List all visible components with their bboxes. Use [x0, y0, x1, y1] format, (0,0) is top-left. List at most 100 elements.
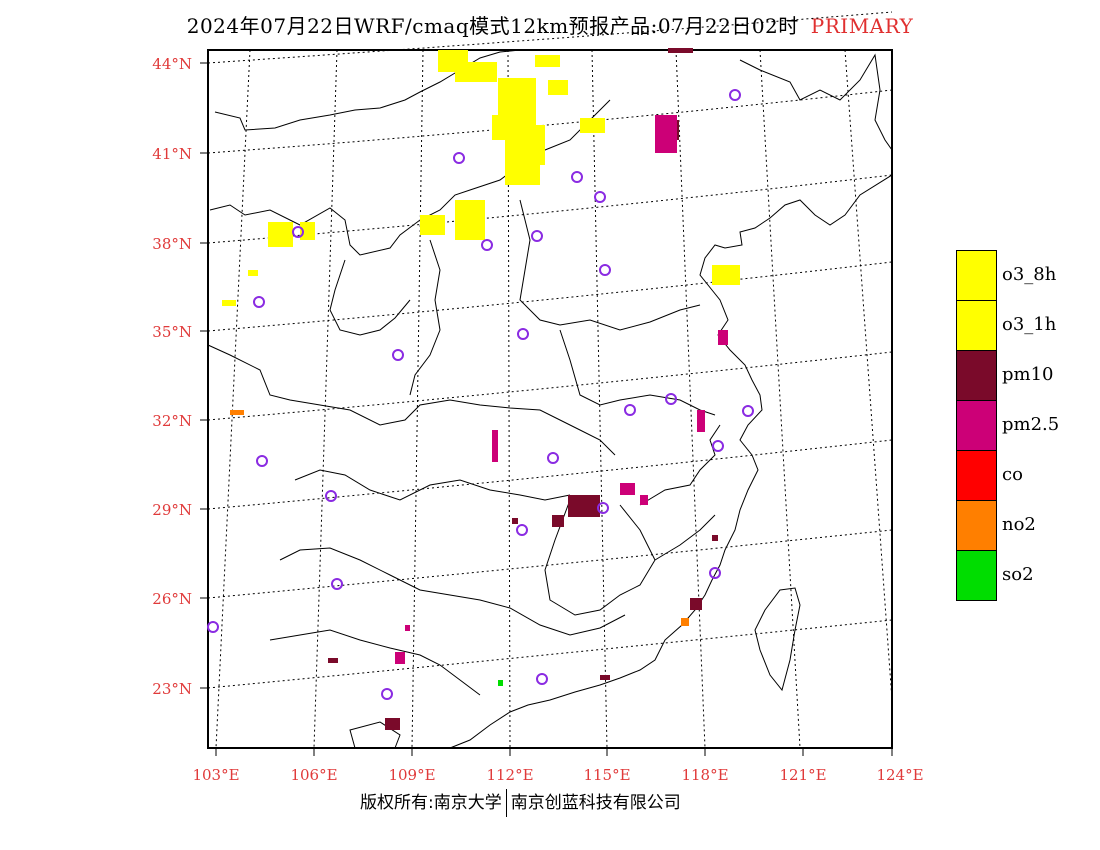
- station-marker: [292, 226, 304, 238]
- station-marker: [547, 452, 559, 464]
- no2-cells: [230, 410, 689, 626]
- pm10-cell: [712, 535, 718, 541]
- station-marker: [729, 89, 741, 101]
- o3-cell: [222, 300, 236, 306]
- station-marker: [381, 688, 393, 700]
- station-marker: [665, 393, 677, 405]
- pm10-cell: [568, 495, 600, 517]
- legend-swatch: [956, 250, 997, 301]
- o3-cell: [548, 80, 568, 95]
- grid-lon-115: [591, 49, 608, 749]
- lon-label: 121°E: [779, 766, 826, 784]
- station-marker: [256, 455, 268, 467]
- grid-lon-109: [411, 49, 424, 749]
- hainan-outline: [349, 721, 401, 749]
- station-marker: [517, 328, 529, 340]
- station-marker: [742, 405, 754, 417]
- lon-label: 103°E: [192, 766, 239, 784]
- pm25-cells: [395, 115, 728, 664]
- pm25-cell: [718, 330, 728, 345]
- map-title-main: 2024年07月22日WRF/cmaq模式12km预报产品:07月22日02时: [186, 14, 799, 38]
- pollutant-cells: [222, 48, 740, 730]
- legend-swatch: [956, 300, 997, 351]
- pm10-cell: [552, 515, 564, 527]
- no2-cell: [230, 410, 244, 415]
- o3-cell: [505, 125, 545, 165]
- legend-item: o3_8h: [956, 250, 1096, 301]
- pm10-cell: [385, 718, 400, 730]
- copyright-footer: 版权所有:南京大学 南京创蓝科技有限公司: [360, 788, 681, 817]
- copyright-separator: [505, 789, 507, 817]
- legend-swatch: [956, 500, 997, 551]
- station-marker: [392, 349, 404, 361]
- copyright-owner: 版权所有:南京大学: [360, 793, 502, 813]
- lat-axis: 44°N 41°N 38°N 35°N 32°N 29°N 26°N 23°N: [152, 55, 208, 698]
- pm25-cell: [492, 430, 498, 462]
- o3-cell: [420, 215, 445, 235]
- legend-label: pm2.5: [1002, 414, 1060, 435]
- legend-item: pm10: [956, 350, 1096, 401]
- pm10-cell: [512, 518, 518, 524]
- legend-item: co: [956, 450, 1096, 501]
- pm10-cell: [600, 675, 610, 680]
- lon-label: 106°E: [290, 766, 337, 784]
- pm25-cell: [697, 410, 705, 432]
- no2-cell: [681, 618, 689, 626]
- grid-lon-121: [759, 49, 801, 749]
- station-marker: [325, 490, 337, 502]
- lon-label: 115°E: [583, 766, 630, 784]
- o3-cell: [455, 200, 485, 240]
- station-marker: [599, 264, 611, 276]
- grid-lon-103: [215, 49, 251, 749]
- map-frame: [207, 49, 893, 749]
- lon-label: 109°E: [388, 766, 435, 784]
- pm10-cell: [690, 598, 702, 610]
- o3-cell: [300, 222, 315, 240]
- station-marker: [624, 404, 636, 416]
- station-marker: [712, 440, 724, 452]
- o3-cell: [535, 55, 560, 67]
- pm25-cell: [655, 115, 677, 153]
- o3-cell: [505, 165, 540, 185]
- o3-cells: [222, 50, 740, 306]
- station-marker: [516, 524, 528, 536]
- province-lines: [207, 99, 721, 696]
- copyright-company: 南京创蓝科技有限公司: [510, 793, 681, 813]
- o3-cell: [455, 62, 497, 82]
- station-marker: [536, 673, 548, 685]
- legend-label: so2: [1002, 564, 1034, 585]
- o3-cell: [712, 265, 740, 285]
- lat-label: 26°N: [152, 590, 192, 608]
- pm25-cell: [640, 495, 648, 505]
- lat-label: 32°N: [152, 412, 192, 430]
- station-marker: [207, 621, 219, 633]
- legend-item: no2: [956, 500, 1096, 551]
- stations: [207, 89, 754, 700]
- pm25-cell: [405, 625, 410, 631]
- legend-label: o3_1h: [1002, 314, 1057, 335]
- so2-cell: [498, 680, 503, 686]
- pm10-cell: [328, 658, 338, 663]
- legend-item: so2: [956, 550, 1096, 601]
- lon-label: 112°E: [486, 766, 533, 784]
- lat-label: 41°N: [152, 145, 192, 163]
- legend-swatch: [956, 550, 997, 601]
- legend-swatch: [956, 450, 997, 501]
- map-title: 2024年07月22日WRF/cmaq模式12km预报产品:07月22日02时 P…: [0, 10, 1100, 39]
- legend-label: pm10: [1002, 364, 1054, 385]
- pm25-cell: [395, 652, 405, 664]
- pm25-cell: [620, 483, 635, 495]
- station-marker: [331, 578, 343, 590]
- lon-label: 124°E: [876, 766, 923, 784]
- lat-label: 29°N: [152, 501, 192, 519]
- station-marker: [594, 191, 606, 203]
- o3-cell: [580, 118, 605, 133]
- boundaries: [207, 49, 893, 749]
- lon-label: 118°E: [681, 766, 728, 784]
- legend-swatch: [956, 400, 997, 451]
- station-marker: [253, 296, 265, 308]
- lat-label: 44°N: [152, 55, 192, 73]
- taiwan-outline: [754, 587, 801, 692]
- o3-cell: [268, 222, 293, 247]
